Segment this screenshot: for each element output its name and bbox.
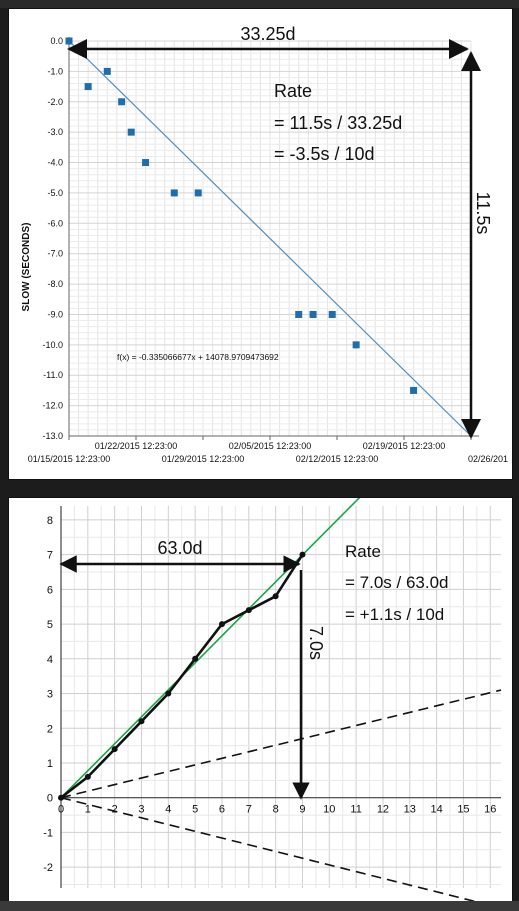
- y-tick-label: -2: [43, 862, 53, 874]
- span-label: 33.25d: [240, 24, 295, 44]
- y-tick-label: 4: [47, 654, 53, 666]
- x-tick-label: 8: [273, 804, 279, 816]
- x-tick-label: 2: [112, 804, 118, 816]
- x-tick-label: 01/29/2015 12:23:00: [162, 454, 245, 464]
- y-tick-label: -2.0: [47, 97, 63, 107]
- series-line: [60, 553, 304, 799]
- chart-panel-top: 0.0 -1.0 -2.0 -3.0 -4.0 -5.0 -6.0 -7.0 -8.0 -9.0 -…: [8, 8, 513, 480]
- x-tick-label: 02/19/2015 12:23:00: [363, 441, 446, 451]
- x-tick-label: 1: [85, 804, 91, 816]
- data-point: [192, 655, 199, 662]
- rate-line-2: = +1.1s / 10d: [345, 605, 444, 624]
- y-tick-label: 5: [47, 619, 53, 631]
- span-label: 63.0d: [157, 538, 202, 558]
- dashed-reference-line: [60, 796, 478, 902]
- data-point: [103, 67, 111, 75]
- data-point: [410, 386, 418, 394]
- scatter-chart-svg: 0.0 -1.0 -2.0 -3.0 -4.0 -5.0 -6.0 -7.0 -8.0 -9.0 -…: [21, 24, 508, 464]
- x-tick-label: 11: [350, 804, 361, 816]
- data-point: [58, 794, 64, 801]
- y-tick-label: 7: [47, 550, 53, 562]
- drop-label: 7.0s: [306, 626, 326, 660]
- data-point: [65, 37, 73, 45]
- data-point: [111, 746, 118, 753]
- data-point: [127, 128, 135, 136]
- window-bottom-strip: [0, 901, 519, 911]
- x-tick-label: 13: [404, 804, 416, 816]
- x-tick-label: 14: [430, 804, 442, 816]
- data-point: [84, 83, 92, 91]
- data-point: [295, 310, 303, 318]
- y-axis-label: SLOW (SECONDS): [21, 223, 32, 312]
- x-tick-label: 5: [192, 804, 198, 816]
- y-tick-label: -4.0: [47, 158, 63, 168]
- drop-label: 11.5s: [473, 192, 493, 235]
- y-tick-label: -9.0: [47, 309, 63, 319]
- y-tick-label: -6.0: [47, 218, 63, 228]
- trendline: [68, 40, 472, 437]
- data-point: [138, 718, 145, 725]
- y-tick-label: -5.0: [47, 188, 63, 198]
- data-point: [118, 98, 126, 106]
- x-tick-label: 02/26/201: [468, 454, 508, 464]
- data-point: [328, 310, 336, 318]
- data-point: [245, 607, 252, 614]
- data-point: [218, 621, 225, 628]
- y-tick-label: 6: [47, 584, 53, 596]
- x-tick-label: 3: [138, 804, 144, 816]
- x-tick-label: 6: [219, 804, 225, 816]
- y-tick-label: 3: [47, 689, 53, 701]
- data-point: [194, 189, 202, 197]
- dashed-reference-line: [60, 689, 502, 799]
- rate-title: Rate: [345, 542, 381, 561]
- y-tick-label: 2: [47, 723, 53, 735]
- x-tick-label: 0: [58, 804, 64, 816]
- y-tick-label: -13.0: [42, 431, 63, 441]
- y-tick-label: -8.0: [47, 279, 63, 289]
- x-tick-label: 15: [457, 804, 469, 816]
- y-tick-label: -11.0: [43, 370, 63, 380]
- y-tick-label: 1: [47, 758, 53, 770]
- rate-title: Rate: [274, 81, 312, 101]
- fit-line: [60, 498, 361, 799]
- x-tick-label: 02/12/2015 12:23:00: [296, 454, 379, 464]
- data-point: [272, 593, 279, 600]
- data-point: [170, 189, 178, 197]
- x-tick-label: 12: [377, 804, 389, 816]
- trendline-formula: f(x) = -0.335066677x + 14078.9709473692: [117, 352, 279, 362]
- data-point: [142, 159, 150, 167]
- x-tick-label: 16: [484, 804, 496, 816]
- data-point: [352, 341, 360, 349]
- y-tick-label: 0.0: [50, 36, 63, 46]
- y-tick-label: 0: [47, 793, 53, 805]
- y-tick-label: -7.0: [47, 249, 63, 259]
- y-tick-label: -3.0: [47, 127, 63, 137]
- y-tick-label: 8: [47, 515, 53, 527]
- y-tick-label: -1.0: [47, 66, 63, 76]
- data-point: [309, 310, 317, 318]
- data-point: [165, 690, 172, 697]
- y-tick-label: -1: [43, 827, 53, 839]
- x-tick-label: 01/22/2015 12:23:00: [95, 441, 178, 451]
- rate-line-2: = -3.5s / 10d: [274, 144, 375, 164]
- x-tick-label: 10: [323, 804, 335, 816]
- data-point: [299, 551, 306, 558]
- data-point: [84, 773, 91, 780]
- x-tick-label: 9: [299, 804, 305, 816]
- rate-line-1: = 11.5s / 33.25d: [274, 113, 402, 133]
- y-tick-label: -12.0: [42, 401, 63, 411]
- x-tick-label: 4: [165, 804, 171, 816]
- x-tick-label: 7: [246, 804, 252, 816]
- y-tick-label: -10.0: [42, 340, 63, 350]
- window-top-strip: [0, 0, 519, 8]
- x-tick-label: 01/15/2015 12:23:00: [28, 454, 111, 464]
- x-tick-label: 02/05/2015 12:23:00: [229, 441, 312, 451]
- chart-panel-bottom: 0 1 2 3 4 5 6 7 8 9 10 11 12 13 14 15 16 8 7 6 5 4 3 2 1 0 -1 -2 63…: [8, 497, 513, 903]
- rate-line-1: = 7.0s / 63.0d: [345, 573, 449, 592]
